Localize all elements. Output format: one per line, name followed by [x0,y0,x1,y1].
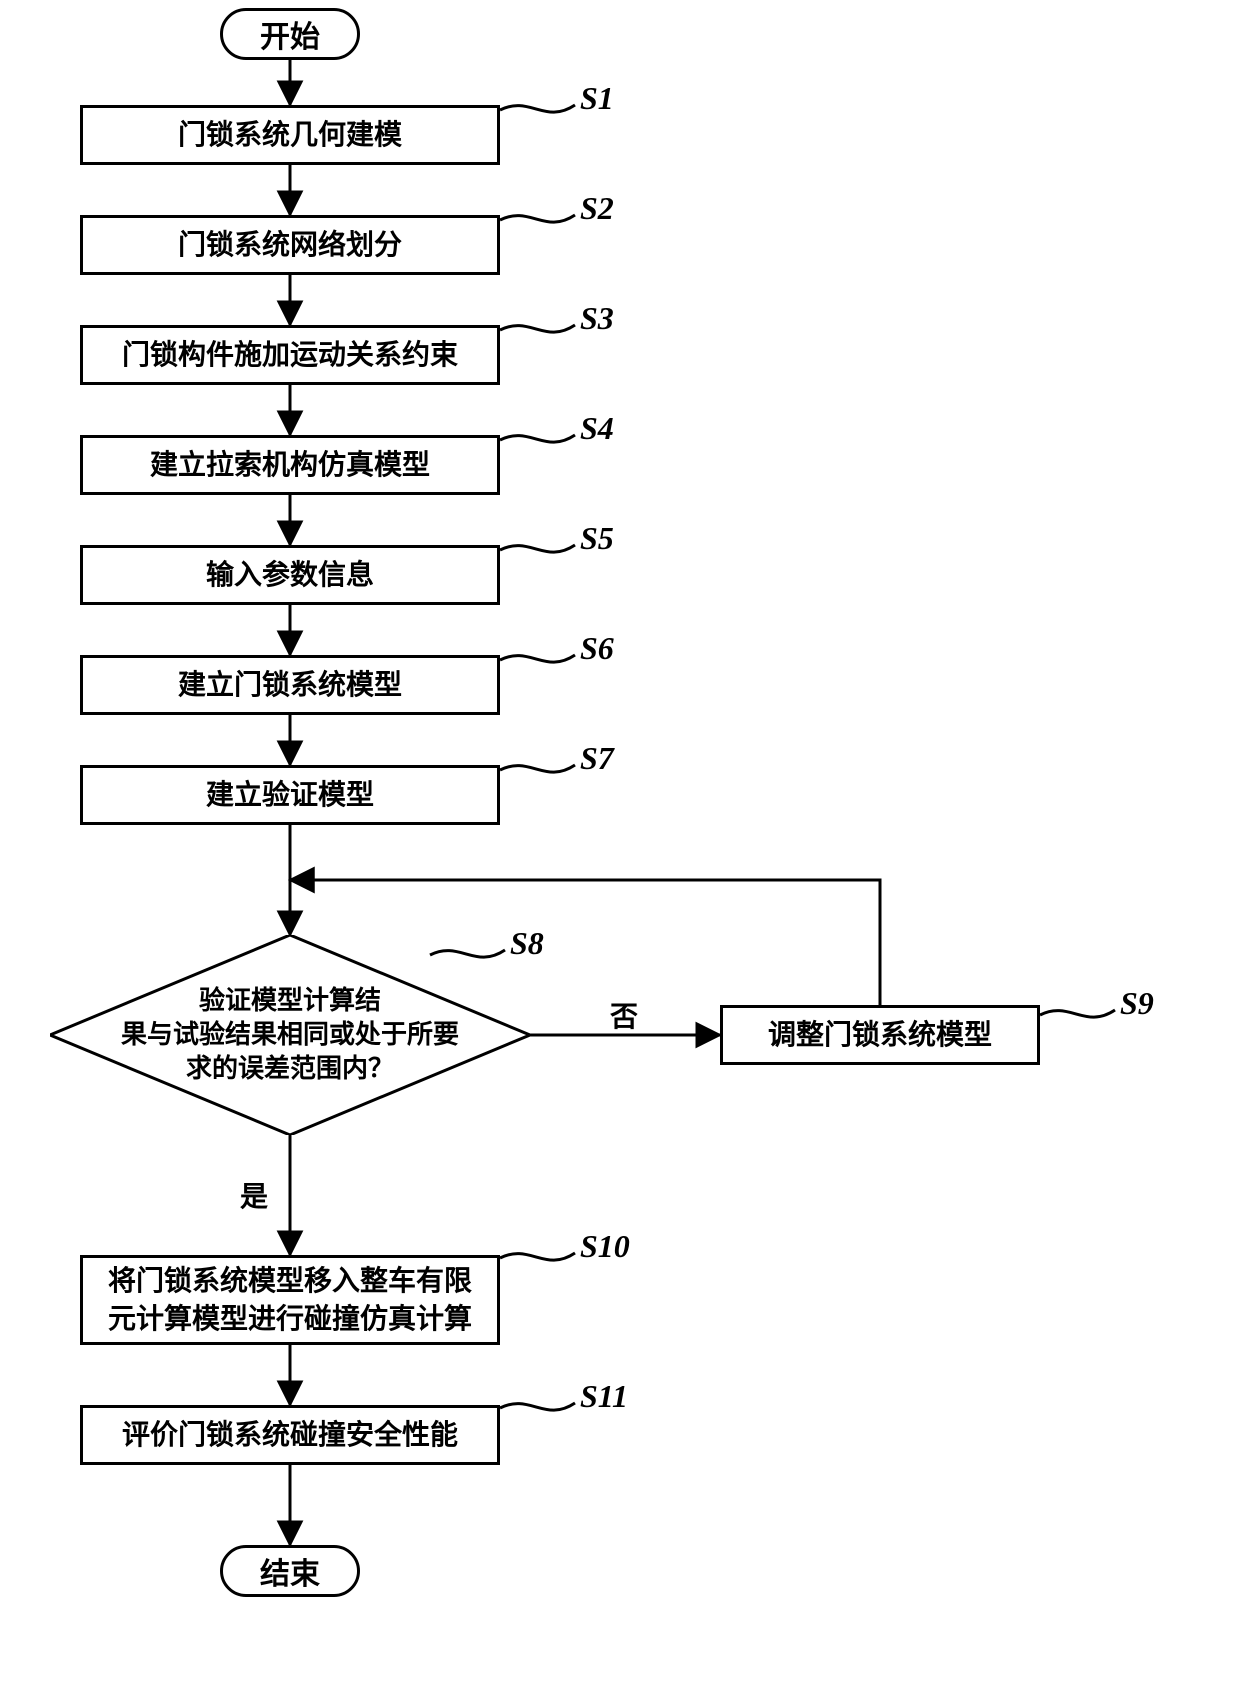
step-s5-text: 输入参数信息 [206,556,374,594]
step-s7-label: S7 [580,740,614,777]
step-s2-text: 门锁系统网络划分 [178,226,402,264]
step-s10-text: 将门锁系统模型移入整车有限 元计算模型进行碰撞仿真计算 [108,1262,472,1338]
branch-no: 否 [610,995,638,1035]
step-s8-label: S8 [510,925,544,962]
step-s11-text: 评价门锁系统碰撞安全性能 [122,1416,458,1454]
step-s6-box: 建立门锁系统模型 [80,655,500,715]
step-s10-box: 将门锁系统模型移入整车有限 元计算模型进行碰撞仿真计算 [80,1255,500,1345]
branch-yes: 是 [240,1175,268,1215]
step-s4-label: S4 [580,410,614,447]
step-s1-label: S1 [580,80,614,117]
step-s2-label: S2 [580,190,614,227]
end-label: 结束 [260,1549,320,1593]
step-s7-box: 建立验证模型 [80,765,500,825]
step-s7-text: 建立验证模型 [206,776,374,814]
step-s8-diamond: 验证模型计算结 果与试验结果相同或处于所要 求的误差范围内？ [50,935,530,1135]
start-label: 开始 [260,12,320,56]
step-s4-box: 建立拉索机构仿真模型 [80,435,500,495]
step-s11-box: 评价门锁系统碰撞安全性能 [80,1405,500,1465]
step-s8-text: 验证模型计算结 果与试验结果相同或处于所要 求的误差范围内？ [90,984,490,1085]
step-s4-text: 建立拉索机构仿真模型 [150,446,430,484]
step-s9-label: S9 [1120,985,1154,1022]
step-s3-box: 门锁构件施加运动关系约束 [80,325,500,385]
step-s1-box: 门锁系统几何建模 [80,105,500,165]
step-s5-box: 输入参数信息 [80,545,500,605]
step-s10-label: S10 [580,1228,630,1265]
step-s2-box: 门锁系统网络划分 [80,215,500,275]
start-terminator: 开始 [220,8,360,60]
step-s11-label: S11 [580,1378,628,1415]
end-terminator: 结束 [220,1545,360,1597]
step-s3-label: S3 [580,300,614,337]
step-s6-text: 建立门锁系统模型 [178,666,402,704]
step-s1-text: 门锁系统几何建模 [178,116,402,154]
step-s9-box: 调整门锁系统模型 [720,1005,1040,1065]
step-s9-text: 调整门锁系统模型 [768,1016,992,1054]
step-s3-text: 门锁构件施加运动关系约束 [122,336,458,374]
step-s6-label: S6 [580,630,614,667]
step-s5-label: S5 [580,520,614,557]
flowchart-canvas: 开始 门锁系统几何建模 S1 门锁系统网络划分 S2 门锁构件施加运动关系约束 … [0,0,1240,1684]
